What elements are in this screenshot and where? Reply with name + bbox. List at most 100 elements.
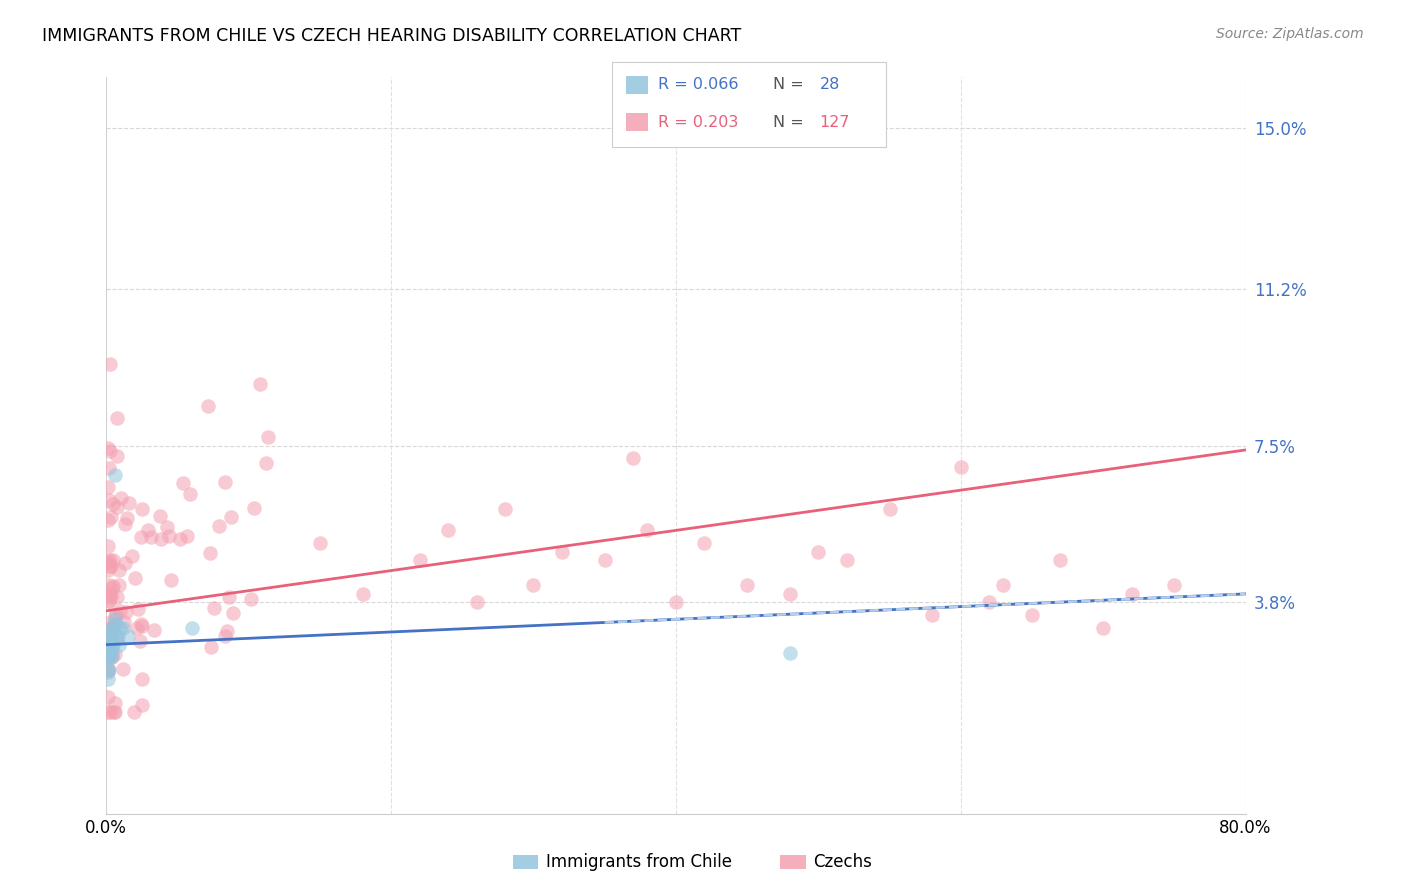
Point [636, 524, 658, 538]
Point [98, 641, 121, 656]
Point [114, 556, 136, 570]
Text: N =: N = [773, 78, 804, 92]
Point [1163, 578, 1185, 592]
Point [112, 621, 135, 635]
Point [522, 578, 544, 592]
Point [157, 529, 180, 543]
Point [97, 513, 120, 527]
Point [179, 487, 201, 501]
Point [108, 638, 131, 652]
Point [352, 587, 374, 601]
Point [101, 629, 124, 643]
Point [117, 629, 139, 643]
Point [100, 590, 122, 604]
Point [249, 376, 271, 391]
Text: 28: 28 [820, 78, 839, 92]
Text: N =: N = [773, 115, 804, 129]
Point [105, 500, 128, 515]
Point [100, 621, 122, 635]
Point [735, 578, 758, 592]
Point [101, 497, 124, 511]
Point [98, 650, 121, 665]
Point [139, 530, 162, 544]
Point [150, 532, 173, 546]
Point [100, 558, 122, 573]
Point [110, 604, 132, 618]
Point [156, 520, 179, 534]
Point [835, 553, 858, 567]
Text: IMMIGRANTS FROM CHILE VS CZECH HEARING DISABILITY CORRELATION CHART: IMMIGRANTS FROM CHILE VS CZECH HEARING D… [42, 27, 741, 45]
Point [1121, 587, 1143, 601]
Text: R = 0.066: R = 0.066 [658, 78, 738, 92]
Point [97, 706, 120, 720]
Point [197, 399, 219, 413]
Point [97, 480, 120, 494]
Point [101, 638, 124, 652]
Point [114, 516, 136, 531]
Point [129, 633, 152, 648]
Point [105, 629, 128, 643]
Point [101, 581, 124, 595]
Point [993, 578, 1015, 592]
Point [105, 607, 128, 622]
Point [97, 593, 120, 607]
Point [97, 594, 120, 608]
Point [100, 510, 122, 524]
Point [98, 553, 121, 567]
Point [100, 649, 122, 664]
Point [218, 591, 240, 605]
Point [104, 706, 127, 720]
Point [107, 563, 129, 577]
Point [112, 615, 135, 629]
Point [172, 476, 194, 491]
Point [122, 706, 145, 720]
Point [97, 553, 120, 567]
Point [103, 617, 125, 632]
Point [257, 430, 280, 444]
Point [103, 638, 125, 652]
Point [97, 493, 120, 508]
Point [100, 629, 122, 643]
Point [949, 459, 972, 474]
Point [693, 536, 716, 550]
Point [110, 621, 132, 635]
Point [110, 491, 132, 505]
Point [169, 532, 191, 546]
Point [200, 640, 222, 654]
Text: R = 0.203: R = 0.203 [658, 115, 738, 129]
Point [97, 441, 120, 455]
Point [202, 600, 225, 615]
Point [208, 519, 231, 533]
Point [176, 528, 198, 542]
Point [465, 595, 488, 609]
Point [215, 624, 238, 639]
Point [118, 496, 141, 510]
Point [97, 652, 120, 666]
Point [97, 635, 120, 649]
Text: Immigrants from Chile: Immigrants from Chile [546, 853, 731, 871]
Point [97, 690, 120, 704]
Point [98, 706, 121, 720]
Point [105, 591, 128, 605]
Point [124, 571, 146, 585]
Point [97, 662, 120, 676]
Point [100, 641, 122, 656]
Point [97, 650, 120, 665]
Point [180, 621, 202, 635]
Point [242, 501, 264, 516]
Point [160, 573, 183, 587]
Point [127, 602, 149, 616]
Point [107, 629, 129, 643]
Point [131, 501, 153, 516]
Point [97, 556, 120, 570]
Point [879, 502, 901, 516]
Point [779, 646, 801, 660]
Point [125, 621, 148, 635]
Point [101, 553, 124, 567]
Point [1049, 553, 1071, 567]
Point [214, 629, 236, 643]
Point [105, 632, 128, 646]
Point [665, 595, 688, 609]
Point [97, 563, 120, 577]
Point [98, 358, 121, 372]
